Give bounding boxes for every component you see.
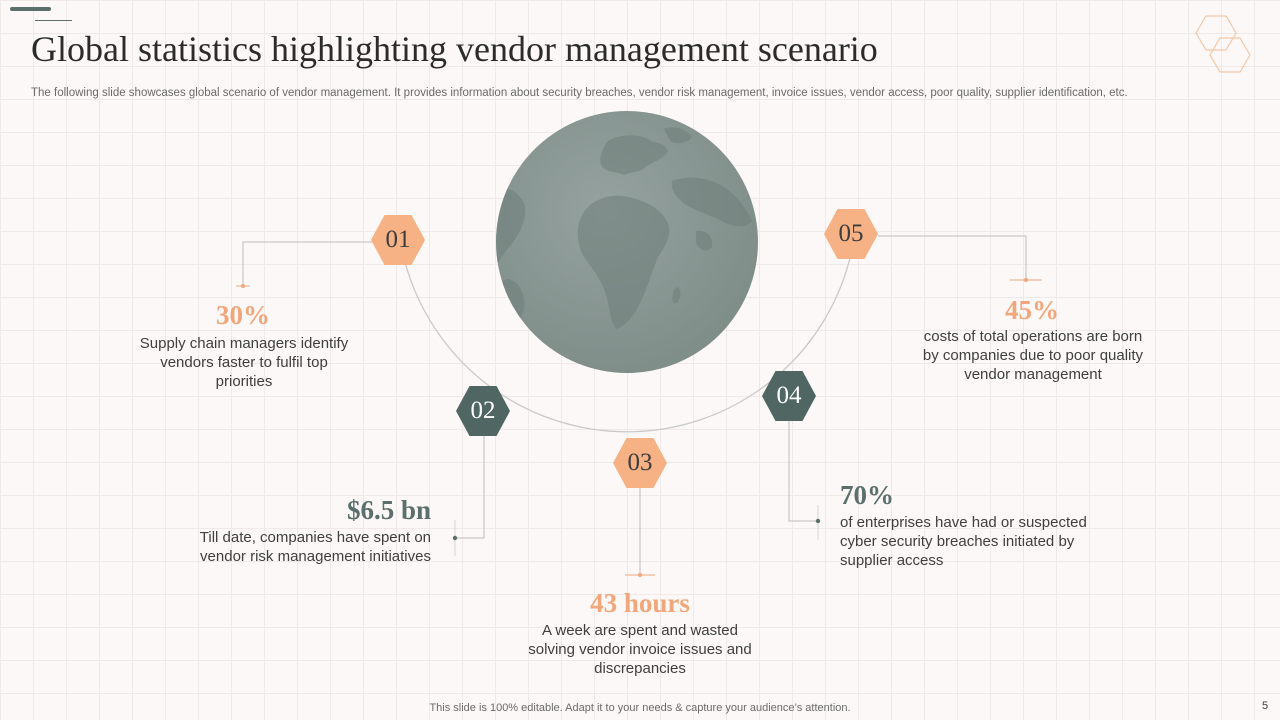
slide-title: Global statistics highlighting vendor ma…: [31, 29, 878, 69]
slide-footer: This slide is 100% editable. Adapt it to…: [429, 702, 851, 714]
stat-2-value: $6.5 bn: [346, 495, 431, 525]
stat-5-value: 45%: [1005, 295, 1059, 325]
stat-5-description: costs of total operations are born by co…: [922, 328, 1144, 383]
stat-4-badge: 04: [762, 371, 816, 421]
stat-1-value: 30%: [216, 300, 270, 330]
stat-3-value: 43 hours: [590, 588, 690, 618]
page-number: 5: [1262, 700, 1269, 712]
globe-icon: [496, 111, 758, 373]
stat-3-badge: 03: [613, 438, 667, 488]
stat-2-description: Till date, companies have spent on vendo…: [199, 529, 431, 565]
stat-3-description: A week are spent and wasted solving vend…: [528, 622, 752, 677]
stat-4-value: 70%: [840, 480, 894, 510]
stat-1-description: Supply chain managers identify vendors f…: [139, 335, 349, 390]
decorative-hexagons-icon: [1195, 15, 1251, 73]
stat-4-description: of enterprises have had or suspected cyb…: [840, 514, 1087, 569]
accent-bar: [10, 7, 51, 11]
slide-subtitle: The following slide showcases global sce…: [31, 87, 1128, 99]
stat-2-badge: 02: [456, 386, 510, 436]
accent-line: [35, 20, 72, 21]
